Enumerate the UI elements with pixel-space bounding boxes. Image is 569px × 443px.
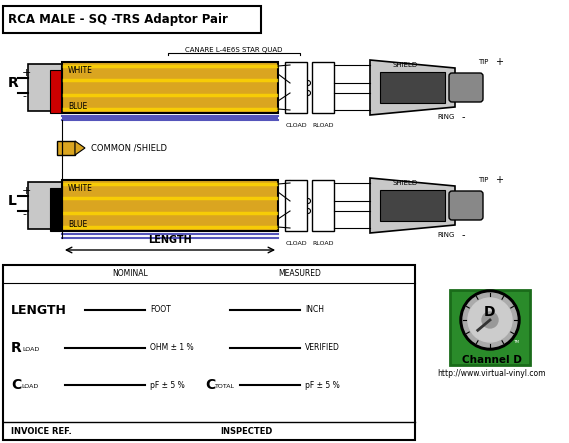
Circle shape: [468, 298, 512, 342]
Text: LOAD: LOAD: [21, 384, 38, 389]
Polygon shape: [75, 141, 85, 155]
Circle shape: [287, 90, 292, 96]
Text: +: +: [495, 57, 503, 67]
Bar: [380, 190, 445, 221]
Bar: [62, 62, 278, 113]
Text: INCH: INCH: [305, 306, 324, 315]
Circle shape: [287, 198, 292, 203]
Bar: [312, 180, 334, 231]
Text: LENGTH: LENGTH: [148, 235, 192, 245]
Text: +: +: [22, 68, 31, 78]
Text: CANARE L-4E6S STAR QUAD: CANARE L-4E6S STAR QUAD: [185, 47, 283, 53]
Text: pF ± 5 %: pF ± 5 %: [150, 381, 185, 389]
Circle shape: [287, 62, 292, 67]
Text: +: +: [495, 175, 503, 185]
Text: TIP: TIP: [478, 177, 488, 183]
Bar: [312, 62, 334, 113]
Text: WHITE: WHITE: [68, 66, 93, 74]
Bar: [3, 6, 261, 33]
Text: CLOAD: CLOAD: [285, 123, 307, 128]
Text: RLOAD: RLOAD: [312, 241, 334, 245]
Bar: [28, 64, 62, 111]
Text: http://www.virtual-vinyl.com: http://www.virtual-vinyl.com: [438, 369, 546, 377]
Text: OHM ± 1 %: OHM ± 1 %: [150, 343, 193, 353]
Bar: [28, 182, 62, 229]
FancyBboxPatch shape: [449, 191, 483, 220]
Circle shape: [482, 312, 498, 328]
Text: R: R: [8, 76, 19, 90]
Text: RLOAD: RLOAD: [312, 123, 334, 128]
Text: INSPECTED: INSPECTED: [220, 427, 273, 435]
Circle shape: [306, 81, 311, 85]
Bar: [450, 290, 530, 365]
Text: LENGTH: LENGTH: [11, 303, 67, 316]
Text: D: D: [484, 305, 496, 319]
Circle shape: [460, 290, 520, 350]
Text: C: C: [205, 378, 215, 392]
Text: Channel D: Channel D: [462, 355, 522, 365]
Text: +: +: [22, 186, 31, 196]
Text: WHITE: WHITE: [68, 183, 93, 193]
Text: R: R: [11, 341, 22, 355]
Text: COMMON /SHIELD: COMMON /SHIELD: [91, 144, 167, 152]
Bar: [57, 141, 75, 155]
Text: CLOAD: CLOAD: [285, 241, 307, 245]
Bar: [50, 70, 62, 113]
FancyBboxPatch shape: [449, 73, 483, 102]
Text: TM: TM: [513, 340, 519, 344]
Text: -: -: [462, 230, 465, 240]
Text: TOTAL: TOTAL: [215, 384, 235, 389]
Text: pF ± 5 %: pF ± 5 %: [305, 381, 340, 389]
Circle shape: [287, 108, 292, 113]
Text: LOAD: LOAD: [22, 347, 39, 352]
Text: SHIELD: SHIELD: [393, 62, 418, 68]
Text: L: L: [8, 194, 17, 208]
Circle shape: [306, 198, 311, 203]
Text: RCA MALE - SQ -TRS Adaptor Pair: RCA MALE - SQ -TRS Adaptor Pair: [8, 12, 228, 26]
Bar: [62, 116, 278, 120]
Text: BLUE: BLUE: [68, 101, 87, 110]
Bar: [62, 180, 278, 231]
Text: -: -: [22, 91, 26, 101]
Text: BLUE: BLUE: [68, 219, 87, 229]
Circle shape: [287, 81, 292, 85]
Polygon shape: [370, 178, 455, 233]
Circle shape: [306, 209, 311, 214]
Circle shape: [287, 209, 292, 214]
Text: C: C: [11, 378, 21, 392]
Bar: [285, 62, 307, 113]
Bar: [50, 188, 62, 231]
Circle shape: [306, 90, 311, 96]
Text: NOMINAL: NOMINAL: [112, 269, 148, 279]
Text: TIP: TIP: [478, 59, 488, 65]
Text: MEASURED: MEASURED: [279, 269, 321, 279]
Bar: [285, 180, 307, 231]
Circle shape: [463, 293, 517, 347]
Circle shape: [287, 180, 292, 186]
Polygon shape: [370, 60, 455, 115]
Text: RING: RING: [438, 232, 455, 238]
Text: VERIFIED: VERIFIED: [305, 343, 340, 353]
Text: -: -: [22, 209, 26, 219]
Bar: [3, 265, 415, 440]
Text: SHIELD: SHIELD: [393, 180, 418, 186]
Text: -: -: [462, 112, 465, 122]
Text: FOOT: FOOT: [150, 306, 171, 315]
Text: RING: RING: [438, 114, 455, 120]
Circle shape: [287, 225, 292, 230]
Bar: [380, 72, 445, 103]
Text: INVOICE REF.: INVOICE REF.: [11, 427, 72, 435]
